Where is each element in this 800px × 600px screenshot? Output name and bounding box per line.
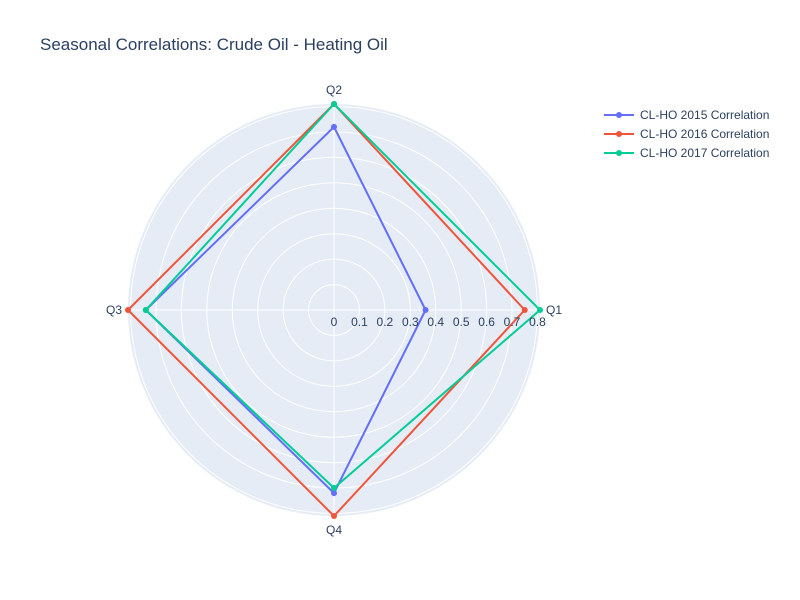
radial-tick-label: 0 [331,315,338,329]
angular-tick-labels: Q1 Q2 Q3 Q4 [106,83,562,537]
legend-label: CL-HO 2016 Correlation [640,127,769,141]
angular-tick-label: Q2 [326,83,342,97]
radial-tick-label: 0.3 [402,315,419,329]
radial-tick-label: 0.7 [504,315,521,329]
data-point [521,307,528,313]
data-point [331,513,337,519]
angular-tick-label: Q1 [546,303,562,317]
legend: CL-HO 2015 Correlation CL-HO 2016 Correla… [604,108,769,160]
radial-tick-label: 0.6 [478,315,495,329]
legend-item[interactable]: CL-HO 2015 Correlation [604,108,769,122]
radial-tick-label: 0.2 [377,315,394,329]
data-point [331,123,337,130]
legend-item[interactable]: CL-HO 2017 Correlation [604,146,769,160]
legend-item[interactable]: CL-HO 2016 Correlation [604,127,769,141]
legend-marker [616,150,622,156]
data-point [125,307,131,313]
polar-plot-area: 0 0.1 0.2 0.3 0.4 0.5 0.6 0.7 0.8 Q1 Q2 Q3 Q4 [106,83,562,537]
radial-tick-label: 0.8 [529,315,546,329]
angular-tick-label: Q4 [326,523,342,537]
radial-tick-label: 0.5 [453,315,470,329]
legend-marker [616,131,622,137]
data-point [537,307,543,313]
data-point [331,101,337,107]
series-2 [125,101,528,519]
angular-tick-label: Q3 [106,303,122,317]
radial-tick-label: 0.1 [351,315,368,329]
legend-marker [616,112,622,118]
data-point [142,307,149,313]
chart-title: Seasonal Correlations: Crude Oil - Heati… [40,35,388,54]
legend-label: CL-HO 2017 Correlation [640,146,769,160]
series-3 [142,101,543,492]
data-point [422,307,429,313]
radial-tick-labels: 0 0.1 0.2 0.3 0.4 0.5 0.6 0.7 0.8 [331,315,546,329]
data-point [331,490,337,497]
data-point [331,485,337,492]
series-group [125,101,543,519]
angular-gridlines [128,104,540,516]
legend-label: CL-HO 2015 Correlation [640,108,769,122]
radial-tick-label: 0.4 [427,315,444,329]
